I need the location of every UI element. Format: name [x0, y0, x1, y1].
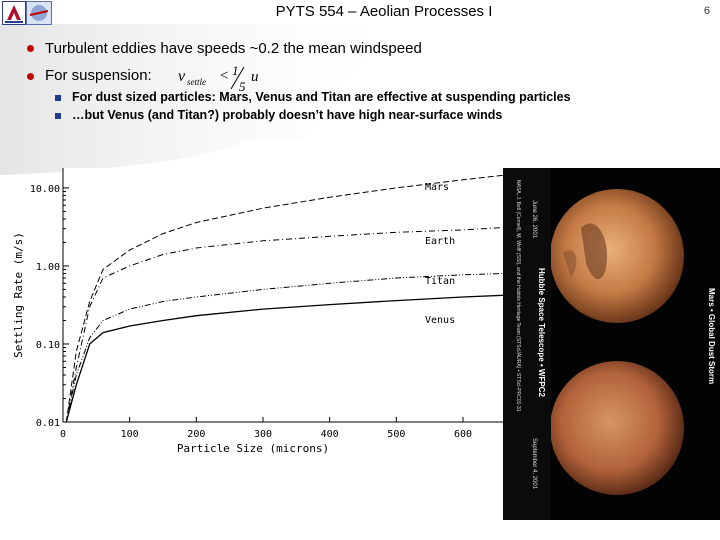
y-axis-label: Settling Rate (m/s) [12, 232, 25, 358]
photo-telescope: Hubble Space Telescope • WFPC2 [537, 268, 546, 397]
page-number: 6 [703, 5, 710, 17]
sub-bullet-text: …but Venus (and Titan?) probably doesn’t… [72, 108, 503, 122]
bullet-dot [27, 73, 34, 80]
series-label-titan: Titan [425, 276, 455, 287]
bullet-dot [27, 45, 34, 52]
sub-bullet-square [55, 113, 61, 119]
photo-credit: NASA, J. Bell (Cornell), M. Wolff (SSI),… [515, 180, 521, 412]
formula-lhs: v [178, 68, 186, 85]
formula-numerator: 1 [232, 63, 239, 78]
formula-lhs-sub: settle [187, 77, 206, 87]
university-logo [2, 1, 26, 25]
series-line-titan [65, 273, 504, 423]
series-label-mars: Mars [425, 182, 449, 193]
sub-bullet-square [55, 95, 61, 101]
sub-bullet-text: For dust sized particles: Mars, Venus an… [72, 90, 571, 104]
series-line-earth [65, 227, 504, 423]
formula-rhs: u [251, 69, 259, 85]
bullet-text: Turbulent eddies have speeds ~0.2 the me… [45, 40, 422, 57]
mars-photo-panel: Mars • Global Dust Storm [550, 168, 720, 520]
hubble-caption-strip: June 26, 2001 NASA, J. Bell (Cornell), M… [503, 168, 551, 520]
department-logo [26, 1, 52, 25]
plot-area [63, 168, 503, 422]
header-bar: PYTS 554 – Aeolian Processes I 6 [0, 0, 720, 25]
photo-subject: Mars • Global Dust Storm [707, 288, 716, 384]
y-tick-label: 1.00 [36, 262, 60, 273]
y-tick-label: 0.10 [36, 340, 60, 351]
slide-title: PYTS 554 – Aeolian Processes I [275, 3, 493, 20]
x-tick-label: 400 [321, 429, 339, 440]
x-tick-label: 200 [187, 429, 205, 440]
x-tick-label: 500 [387, 429, 405, 440]
photo-date-top: June 26, 2001 [531, 200, 537, 239]
x-tick-label: 300 [254, 429, 272, 440]
photo-date-bottom: September 4, 2001 [531, 438, 537, 490]
settling-rate-chart: 0 100 200 300 400 500 600 10.00 1.00 0.10 0.01 Part… [12, 168, 504, 455]
settling-formula: v settle < 1 5 u [178, 63, 259, 93]
formula-denominator: 5 [239, 79, 246, 93]
series-line-venus [65, 294, 504, 423]
series-line-mars [65, 174, 504, 423]
x-axis-label: Particle Size (microns) [177, 442, 329, 455]
y-tick-label: 10.00 [30, 184, 60, 195]
x-tick-label: 0 [60, 429, 66, 440]
bullet-text: For suspension: [45, 67, 152, 84]
formula-op: < [219, 68, 229, 84]
x-tick-label: 100 [121, 429, 139, 440]
series-label-venus: Venus [425, 315, 455, 326]
series-label-earth: Earth [425, 236, 455, 247]
mars-clear-image [550, 189, 684, 323]
x-tick-label: 600 [454, 429, 472, 440]
y-tick-label: 0.01 [36, 418, 60, 429]
mars-dust-storm-image [550, 361, 684, 495]
